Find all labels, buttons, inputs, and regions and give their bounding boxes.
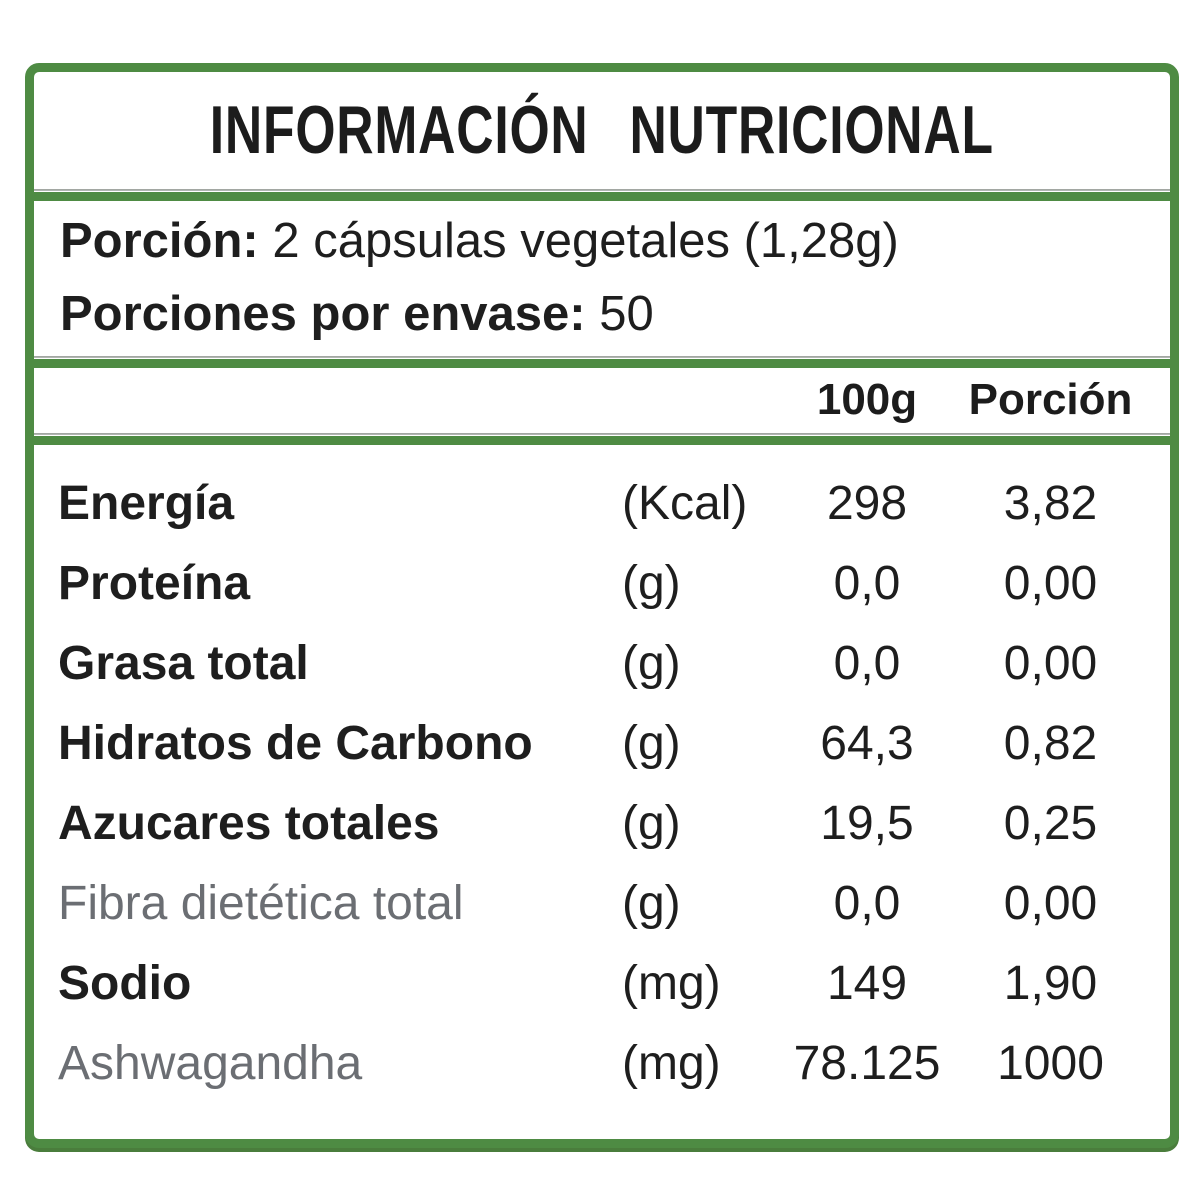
nutrient-row-ashwagandha: Ashwagandha (mg) 78.125 1000 (34, 1023, 1170, 1103)
nutrition-label: INFORMACIÓN NUTRICIONAL Porción: 2 cápsu… (25, 63, 1179, 1148)
nutrient-value-portion: 1,90 (1003, 956, 1098, 1010)
nutrient-name: Ashwagandha (58, 1036, 363, 1090)
nutrient-value-portion: 1000 (997, 1036, 1104, 1090)
serving-info-section: Porción: 2 cápsulas vegetales (1,28g) Po… (34, 201, 1170, 355)
nutrient-name: Energía (58, 476, 235, 530)
nutrient-row-sodio: Sodio (mg) 149 1,90 (34, 943, 1170, 1023)
servings-per-container-value: 50 (585, 287, 654, 341)
nutrient-value-portion: 0,25 (1003, 796, 1098, 850)
serving-size-line: Porción: 2 cápsulas vegetales (1,28g) (60, 205, 1170, 278)
nutrient-row-fibra-dietetica: Fibra dietética total (g) 0,0 0,00 (34, 863, 1170, 943)
nutrient-value-100g: 78.125 (793, 1036, 941, 1090)
column-header-100g: 100g (816, 375, 918, 424)
nutrient-value-portion: 0,00 (1003, 636, 1098, 690)
label-title-section: INFORMACIÓN NUTRICIONAL (34, 72, 1170, 188)
nutrient-unit: (g) (622, 556, 681, 610)
nutrient-name: Hidratos de Carbono (58, 716, 533, 770)
nutrient-unit: (mg) (622, 1036, 721, 1090)
nutrient-unit: (g) (622, 876, 681, 930)
nutrient-name: Fibra dietética total (58, 876, 464, 930)
nutrient-row-grasa-total: Grasa total (g) 0,0 0,00 (34, 623, 1170, 703)
nutrient-name: Grasa total (58, 636, 309, 690)
divider (34, 355, 1170, 368)
nutrient-value-100g: 298 (826, 476, 908, 530)
nutrient-unit: (g) (622, 796, 681, 850)
nutrient-name: Sodio (58, 956, 192, 1010)
divider (34, 188, 1170, 201)
nutrient-row-hidratos-de-carbono: Hidratos de Carbono (g) 64,3 0,82 (34, 703, 1170, 783)
nutrient-value-100g: 0,0 (833, 636, 901, 690)
servings-per-container-line: Porciones por envase: 50 (60, 278, 1170, 351)
column-header-row: 100g Porción (34, 368, 1170, 432)
nutrient-value-100g: 64,3 (820, 716, 914, 770)
nutrient-value-100g: 0,0 (833, 876, 901, 930)
nutrient-value-100g: 0,0 (833, 556, 901, 610)
nutrient-value-portion: 0,00 (1003, 556, 1098, 610)
nutrient-unit: (g) (622, 636, 681, 690)
nutrient-value-portion: 0,82 (1003, 716, 1098, 770)
nutrient-value-100g: 19,5 (820, 796, 914, 850)
nutrient-row-azucares-totales: Azucares totales (g) 19,5 0,25 (34, 783, 1170, 863)
nutrient-unit: (g) (622, 716, 681, 770)
nutrient-value-100g: 149 (826, 956, 908, 1010)
nutrient-name: Azucares totales (58, 796, 440, 850)
nutrient-row-proteina: Proteína (g) 0,0 0,00 (34, 543, 1170, 623)
serving-size-value: 2 cápsulas vegetales (1,28g) (258, 214, 899, 268)
divider (34, 432, 1170, 445)
nutrient-value-portion: 0,00 (1003, 876, 1098, 930)
column-header-portion: Porción (968, 375, 1133, 424)
nutrient-unit: (Kcal) (622, 476, 748, 530)
label-title: INFORMACIÓN NUTRICIONAL (209, 92, 994, 168)
serving-size-label: Porción: (60, 214, 259, 268)
nutrient-name: Proteína (58, 556, 251, 610)
nutrient-row-energia: Energía (Kcal) 298 3,82 (34, 463, 1170, 543)
nutrient-unit: (mg) (622, 956, 721, 1010)
nutrient-value-portion: 3,82 (1003, 476, 1098, 530)
servings-per-container-label: Porciones por envase: (60, 287, 586, 341)
nutrient-table: Energía (Kcal) 298 3,82 Proteína (g) 0,0… (34, 445, 1170, 1139)
